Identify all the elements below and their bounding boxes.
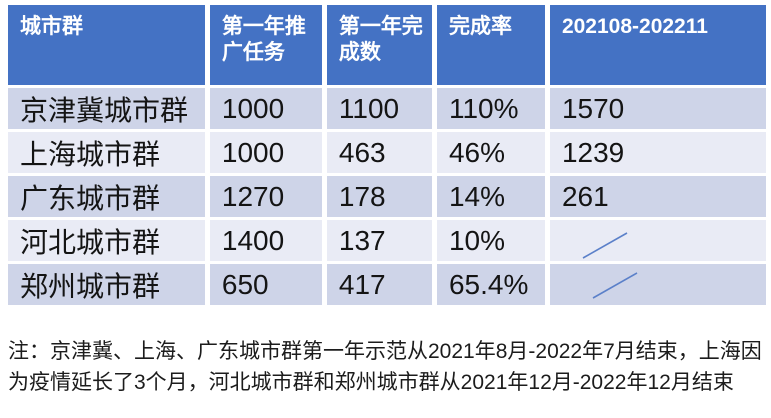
cell-first-year-completed: 1100: [326, 88, 432, 129]
table-row: 郑州城市群 650 417 65.4%: [8, 264, 766, 305]
table-row: 广东城市群 1270 178 14% 261: [8, 176, 766, 217]
table-row: 京津冀城市群 1000 1100 110% 1570: [8, 88, 766, 129]
cell-completion-rate: 65.4%: [436, 264, 545, 305]
cell-first-year-completed: 178: [326, 176, 432, 217]
cell-completion-rate: 14%: [436, 176, 545, 217]
cell-first-year-completed: 137: [326, 220, 432, 261]
cell-first-year-task: 650: [209, 264, 322, 305]
cell-no-data: [549, 220, 766, 261]
cell-cluster-name: 河北城市群: [8, 220, 205, 261]
column-header-cluster: 城市群: [8, 5, 205, 85]
footnote: 注：京津冀、上海、广东城市群第一年示范从2021年8月-2022年7月结束，上海…: [8, 340, 762, 394]
no-data-slash-icon: [592, 272, 638, 299]
cell-completion-rate: 110%: [436, 88, 545, 129]
table-row: 上海城市群 1000 463 46% 1239: [8, 132, 766, 173]
no-data-slash-icon: [582, 232, 628, 259]
cell-first-year-task: 1000: [209, 88, 322, 129]
cell-period-total: 1239: [549, 132, 766, 173]
cell-no-data: [549, 264, 766, 305]
cell-cluster-name: 广东城市群: [8, 176, 205, 217]
cell-cluster-name: 京津冀城市群: [8, 88, 205, 129]
cell-first-year-task: 1400: [209, 220, 322, 261]
column-header-period: 202108-202211: [549, 5, 766, 85]
column-header-task: 第一年推广任务: [209, 5, 322, 85]
column-header-completed: 第一年完成数: [326, 5, 432, 85]
city-cluster-table: 城市群 第一年推广任务 第一年完成数 完成率 202108-202211 京津冀…: [3, 2, 771, 308]
cell-period-total: 261: [549, 176, 766, 217]
cell-first-year-completed: 463: [326, 132, 432, 173]
table-header-row: 城市群 第一年推广任务 第一年完成数 完成率 202108-202211: [8, 5, 766, 85]
cell-first-year-completed: 417: [326, 264, 432, 305]
cell-cluster-name: 上海城市群: [8, 132, 205, 173]
cell-completion-rate: 10%: [436, 220, 545, 261]
cell-cluster-name: 郑州城市群: [8, 264, 205, 305]
column-header-rate: 完成率: [436, 5, 545, 85]
cell-period-total: 1570: [549, 88, 766, 129]
cell-first-year-task: 1270: [209, 176, 322, 217]
table-row: 河北城市群 1400 137 10%: [8, 220, 766, 261]
cell-first-year-task: 1000: [209, 132, 322, 173]
cell-completion-rate: 46%: [436, 132, 545, 173]
